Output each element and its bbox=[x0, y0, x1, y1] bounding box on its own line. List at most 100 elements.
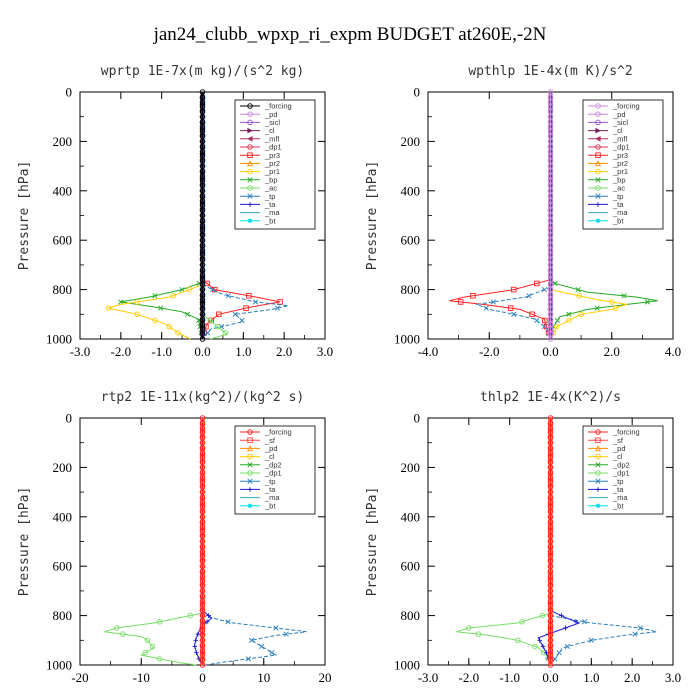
series-point-tp bbox=[632, 631, 638, 637]
legend-label: _bt bbox=[264, 501, 276, 510]
legend-marker bbox=[247, 437, 253, 443]
series-point-tp bbox=[273, 625, 279, 631]
x-tick-label: -1.0 bbox=[151, 344, 172, 359]
series-point-ta bbox=[192, 644, 198, 649]
x-tick-label: 0 bbox=[199, 670, 206, 685]
series-point-ta bbox=[206, 613, 211, 618]
series-line-pr3 bbox=[449, 279, 551, 340]
series-point-tp bbox=[245, 656, 252, 662]
series-point-ta bbox=[563, 625, 568, 631]
y-tick-label: 1000 bbox=[46, 658, 72, 673]
legend-marker bbox=[247, 470, 253, 476]
series-point-pr1 bbox=[576, 293, 582, 299]
legend-label: _sicl bbox=[264, 118, 280, 127]
x-tick-label: 0.0 bbox=[542, 670, 558, 685]
legend-marker bbox=[247, 144, 253, 150]
y-tick-label: 1000 bbox=[394, 332, 420, 347]
series-point-pr3 bbox=[243, 305, 249, 311]
y-tick-label: 800 bbox=[53, 282, 73, 297]
chart-panel-1: wprtp 1E-7x(m kg)/(s^2 kg) Pressure [hPa]… bbox=[17, 64, 333, 359]
legend-label: _ma bbox=[612, 493, 628, 502]
y-axis-label: Pressure [hPa] bbox=[365, 487, 380, 597]
x-tick-label: -2.0 bbox=[111, 344, 132, 359]
legend-label: _mfl bbox=[612, 134, 628, 143]
y-tick-label: 800 bbox=[401, 282, 421, 297]
series-point-dp1 bbox=[466, 625, 472, 631]
zero-profile-marker bbox=[547, 662, 554, 668]
legend-marker bbox=[595, 453, 601, 460]
series-point-pr3 bbox=[533, 280, 540, 287]
series-point-bp bbox=[118, 299, 124, 305]
series-line-tp bbox=[475, 286, 551, 340]
y-tick-label: 200 bbox=[401, 134, 421, 149]
series-point-dp1 bbox=[475, 631, 482, 637]
series-line-tp bbox=[202, 284, 289, 340]
y-tick-label: 1000 bbox=[394, 658, 420, 673]
series-point-pr3 bbox=[542, 317, 548, 324]
series-point-tp bbox=[225, 293, 231, 299]
y-tick-label: 200 bbox=[401, 460, 421, 475]
series-point-ta bbox=[194, 650, 199, 655]
legend-label: _sf bbox=[612, 436, 624, 445]
series-point-tp bbox=[248, 637, 255, 643]
series-point-tp bbox=[511, 311, 517, 317]
series-line-dp1 bbox=[456, 612, 551, 666]
series-point-pr1 bbox=[566, 317, 572, 324]
chart-panel-3: rtp2 1E-11x(kg^2)/(kg^2 s) Pressure [hPa]… bbox=[17, 390, 332, 685]
series-point-ac bbox=[222, 330, 229, 336]
legend-marker bbox=[247, 127, 253, 134]
chart-panels: wprtp 1E-7x(m kg)/(s^2 kg) Pressure [hPa]… bbox=[17, 64, 681, 685]
series-point-bp bbox=[554, 317, 561, 324]
series-point-tp bbox=[534, 317, 540, 324]
legend-label: _bp bbox=[612, 175, 626, 184]
y-tick-label: 1000 bbox=[46, 332, 72, 347]
series-point-dp1 bbox=[113, 625, 120, 631]
x-tick-label: 2.0 bbox=[624, 670, 640, 685]
legend-label: _ta bbox=[264, 200, 276, 209]
legend-label: _pr2 bbox=[612, 159, 628, 168]
series-point-dp1 bbox=[539, 612, 546, 619]
y-tick-label: 0 bbox=[414, 85, 421, 100]
series-point-tp bbox=[564, 643, 571, 650]
legend-label: _pr2 bbox=[264, 159, 280, 168]
series-point-tp bbox=[283, 631, 289, 637]
legend-label: _forcing bbox=[264, 428, 292, 437]
legend-label: _forcing bbox=[612, 102, 640, 111]
x-tick-label: 1.0 bbox=[235, 344, 251, 359]
series-point-pr1 bbox=[612, 305, 619, 311]
series-point-bp bbox=[575, 286, 581, 293]
series-point-pr3 bbox=[507, 305, 514, 311]
series-point-bp bbox=[621, 293, 627, 299]
series-point-ac bbox=[215, 323, 221, 330]
legend-marker bbox=[247, 503, 253, 509]
y-axis-label: Pressure [hPa] bbox=[17, 487, 32, 597]
series-point-bp bbox=[158, 305, 164, 311]
series-point-tp bbox=[252, 299, 259, 305]
y-axis-label: Pressure [hPa] bbox=[365, 161, 380, 271]
legend-label: _dp1 bbox=[264, 469, 282, 478]
series-point-pr1 bbox=[553, 323, 560, 330]
legend-marker bbox=[247, 177, 253, 183]
series-point-tp bbox=[232, 311, 238, 317]
legend-label: _tp bbox=[612, 477, 623, 486]
series-point-bp bbox=[566, 311, 572, 317]
series-line-dp1 bbox=[104, 612, 203, 666]
series-point-bp bbox=[552, 280, 558, 287]
y-tick-label: 400 bbox=[53, 509, 73, 524]
y-axis-label: Pressure [hPa] bbox=[17, 161, 32, 271]
series-point-tp bbox=[526, 293, 532, 299]
legend-label: _ac bbox=[264, 184, 277, 193]
legend-label: _mfl bbox=[264, 134, 280, 143]
y-tick-label: 400 bbox=[53, 183, 73, 198]
legend-marker bbox=[595, 111, 601, 117]
series-point-tp bbox=[581, 619, 588, 625]
legend-label: _ma bbox=[612, 208, 628, 217]
series-point-dp1 bbox=[120, 631, 126, 637]
legend-label: _bp bbox=[264, 175, 278, 184]
series-point-tp bbox=[588, 637, 594, 643]
legend-marker bbox=[595, 462, 601, 468]
panel-title: wprtp 1E-7x(m kg)/(s^2 kg) bbox=[101, 64, 305, 79]
series-point-pr1 bbox=[152, 317, 158, 324]
series-point-ta bbox=[540, 644, 546, 649]
